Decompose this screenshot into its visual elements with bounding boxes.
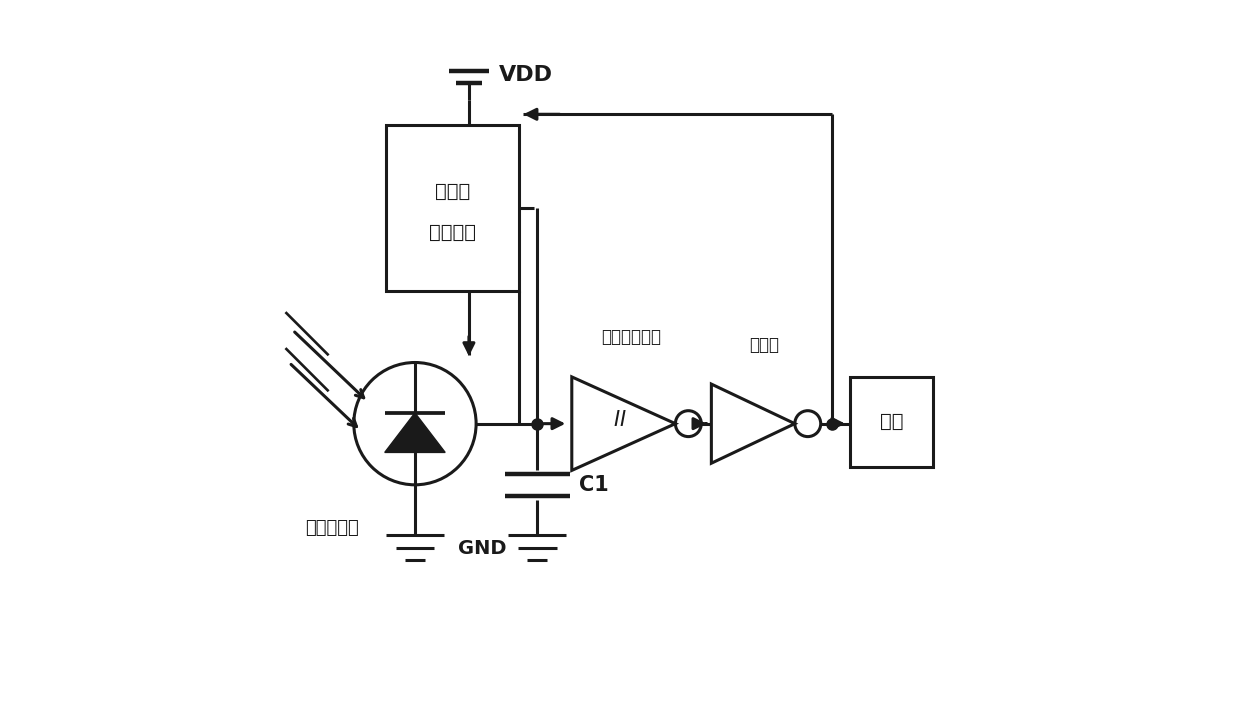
Text: 电极: 电极	[880, 413, 904, 431]
Text: 施密特触发器: 施密特触发器	[601, 328, 661, 347]
Text: C1: C1	[579, 475, 609, 494]
Text: VDD: VDD	[500, 65, 553, 85]
Text: 充放电: 充放电	[435, 182, 470, 201]
Text: 光电二极管: 光电二极管	[305, 519, 360, 537]
Text: $\mathit{II}$: $\mathit{II}$	[613, 410, 627, 430]
Bar	[386, 125, 520, 291]
Text: 控制回路: 控制回路	[429, 223, 476, 242]
Bar	[851, 377, 932, 467]
Text: 反相器: 反相器	[749, 336, 779, 354]
Polygon shape	[384, 413, 445, 452]
Text: GND: GND	[458, 539, 507, 558]
